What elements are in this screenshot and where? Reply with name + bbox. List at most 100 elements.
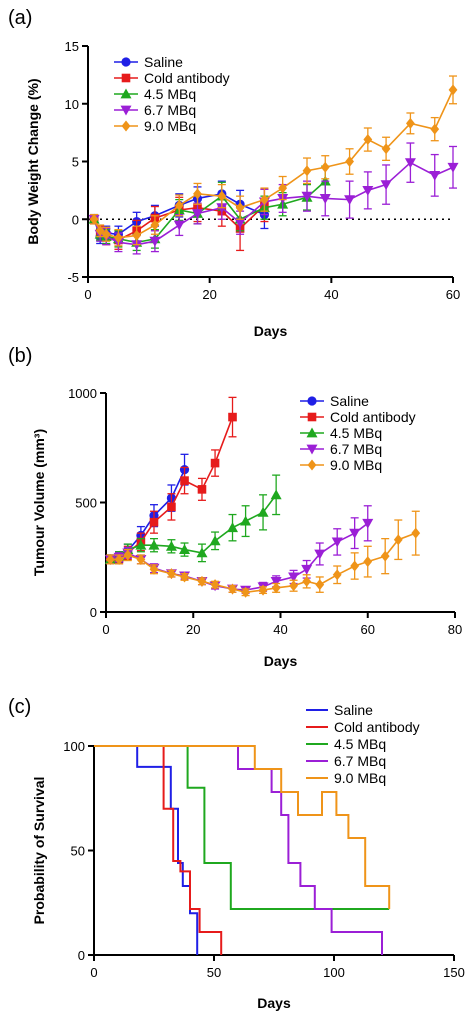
panel-label: (b) [8,345,32,367]
data-point [363,556,373,568]
data-point [210,458,220,468]
data-point [136,553,146,565]
data-point [105,553,115,565]
series-1 [94,745,223,955]
y-axis-title: Body Weight Change (%) [25,78,41,244]
data-point [301,191,313,202]
legend-label: 4.5 MBq [144,86,196,102]
data-point [331,537,343,548]
x-axis-title: Days [254,323,288,339]
data-point [393,534,403,546]
series-3 [88,142,459,255]
y-tick-label: 0 [72,212,79,227]
y-tick-label: 50 [71,844,85,859]
legend-label: 4.5 MBq [330,425,382,441]
x-tick-label: 60 [446,287,460,302]
data-point [344,195,356,206]
panel-label: (c) [8,696,31,718]
data-point [411,527,421,539]
data-point [302,165,312,177]
data-point [167,502,176,512]
data-point [314,549,326,560]
legend-label: 6.7 MBq [144,102,196,118]
data-point [149,563,159,575]
data-point [447,162,459,173]
data-point [180,571,189,583]
data-point [380,550,390,562]
series-0 [94,745,199,955]
data-point [315,579,325,591]
legend-label: Saline [144,54,183,70]
data-point [406,117,415,129]
data-point [228,583,237,595]
data-point [258,584,268,596]
data-point [448,84,458,96]
data-point [227,522,239,533]
data-point [114,232,123,244]
legend-marker [306,444,318,455]
y-tick-label: 15 [65,39,79,54]
y-tick-label: 0 [90,605,97,620]
data-point [271,582,281,594]
data-point [430,123,440,135]
data-point [429,170,441,181]
x-tick-label: 150 [443,965,465,980]
data-point [404,158,416,169]
data-point [165,540,177,551]
data-point [349,528,361,539]
data-point [257,506,269,517]
data-point [95,225,105,237]
y-axis-title: Probability of Survival [31,777,47,925]
data-point [288,572,300,583]
data-point [381,143,391,155]
x-tick-label: 50 [207,965,221,980]
data-point [319,194,331,204]
data-point [362,518,374,529]
survival-curve [94,745,199,955]
data-point [270,576,282,587]
data-point [228,412,237,422]
data-point [350,560,360,572]
data-point [362,185,374,196]
x-tick-label: 20 [186,622,200,637]
legend-label: 4.5 MBq [334,736,386,752]
data-point [270,489,282,500]
data-point [241,586,250,598]
survival-curve [94,745,391,910]
legend-marker [307,412,317,422]
series-line [93,180,326,244]
legend-label: 9.0 MBq [144,118,196,134]
y-tick-label: 1000 [68,386,97,401]
data-point [217,190,227,202]
panel-label: (a) [8,7,32,29]
data-point [179,544,191,554]
y-tick-label: 5 [72,155,79,170]
data-point [148,539,160,550]
chart-panel-3: (c) 0 50 100 0 50 100 150 Days Probability of Sur… [8,696,465,1011]
legend-marker [121,73,131,83]
y-tick-label: 0 [78,948,85,963]
x-axis-title: Days [257,995,291,1011]
series-4 [89,75,458,247]
survival-curve [94,745,223,955]
legend-label: Cold antibody [144,70,230,86]
legend-marker [307,396,317,406]
x-tick-label: 80 [448,622,462,637]
data-point [301,564,313,575]
data-point [197,575,207,587]
legend-marker [121,57,131,67]
chart-panel-1: (a) -5 0 5 10 15 0 20 40 60 Days Body Weight Change… [8,7,460,339]
data-point [332,569,342,581]
data-point [192,209,203,219]
data-point [149,517,159,527]
data-point [123,549,133,561]
y-axis-title: Tumour Volume (mm³) [31,429,47,576]
x-tick-label: 100 [323,965,345,980]
series-line [110,494,277,561]
legend-label: Cold antibody [330,409,416,425]
data-point [167,568,176,580]
legend-label: 9.0 MBq [330,457,382,473]
data-point [235,202,245,214]
data-point [132,229,142,241]
